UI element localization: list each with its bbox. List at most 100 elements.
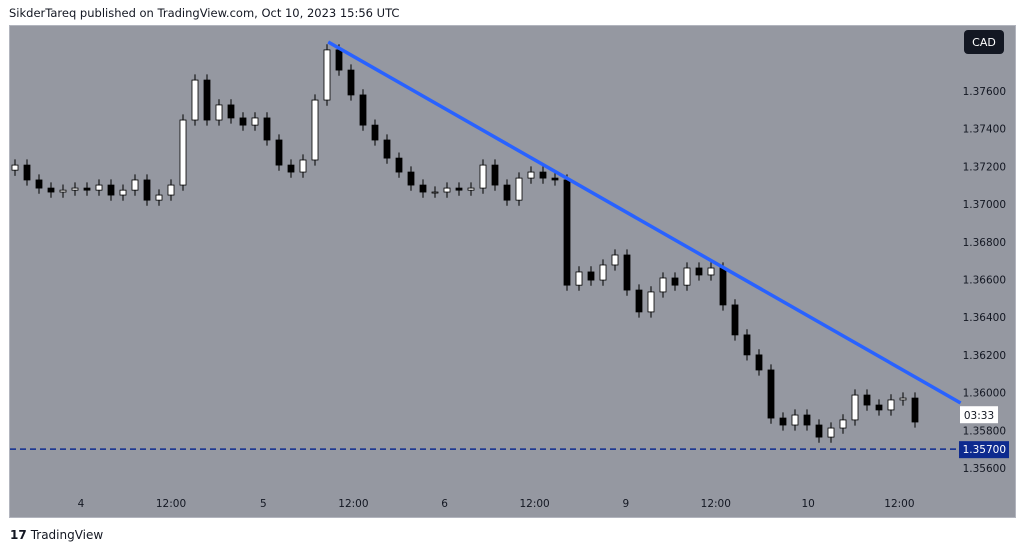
candle-body bbox=[191, 79, 199, 121]
y-tick-label: 1.36600 bbox=[963, 275, 1006, 287]
tradingview-logo-icon: 17 bbox=[10, 528, 27, 542]
x-tick-label: 12:00 bbox=[884, 498, 914, 510]
candle-body bbox=[887, 399, 895, 411]
candle-body bbox=[671, 277, 679, 286]
candle-body bbox=[755, 354, 763, 371]
candle-body bbox=[251, 117, 259, 126]
candle-body bbox=[335, 49, 343, 71]
candle-body bbox=[503, 184, 511, 201]
y-tick-label: 1.37000 bbox=[963, 199, 1006, 211]
candle-body bbox=[71, 187, 79, 191]
candle-body bbox=[695, 267, 703, 276]
y-tick-label: 1.35600 bbox=[963, 463, 1006, 475]
candle-body bbox=[311, 99, 319, 161]
candle-body bbox=[359, 94, 367, 126]
x-tick-label: 9 bbox=[622, 498, 629, 510]
candle-body bbox=[131, 179, 139, 191]
x-tick-label: 12:00 bbox=[519, 498, 549, 510]
candle-body bbox=[827, 427, 835, 438]
candle-body bbox=[347, 69, 355, 96]
candle-body bbox=[431, 191, 439, 194]
x-tick-label: 12:00 bbox=[338, 498, 368, 510]
countdown-box bbox=[960, 406, 998, 424]
y-tick-label: 1.36000 bbox=[963, 388, 1006, 400]
candle-body bbox=[911, 397, 919, 423]
candle-body bbox=[239, 117, 247, 126]
publish-header: SikderTareq published on TradingView.com… bbox=[9, 6, 400, 20]
candle-body bbox=[287, 164, 295, 173]
candle-body bbox=[155, 194, 163, 201]
tradingview-footer: 17 TradingView bbox=[10, 528, 103, 542]
candle-body bbox=[803, 414, 811, 426]
candle-body bbox=[47, 187, 55, 193]
candle-body bbox=[215, 104, 223, 121]
candle-body bbox=[779, 417, 787, 426]
price-label-box bbox=[959, 441, 1009, 459]
candle-body bbox=[83, 187, 91, 191]
countdown-label: 03:33 bbox=[964, 410, 994, 422]
candle-body bbox=[599, 264, 607, 281]
candle-body bbox=[119, 189, 127, 196]
candle-body bbox=[95, 184, 103, 191]
candle-body bbox=[383, 139, 391, 159]
candle-body bbox=[371, 124, 379, 141]
candle-body bbox=[611, 254, 619, 266]
candle-body bbox=[491, 164, 499, 186]
y-tick-label: 1.35800 bbox=[963, 425, 1006, 437]
y-tick-label: 1.36400 bbox=[963, 312, 1006, 324]
x-tick-label: 12:00 bbox=[156, 498, 186, 510]
candle-body bbox=[683, 267, 691, 286]
candle-body bbox=[167, 184, 175, 196]
price-label: 1.35700 bbox=[963, 444, 1006, 456]
candle-body bbox=[179, 119, 187, 186]
candle-body bbox=[875, 404, 883, 411]
candle-body bbox=[443, 187, 451, 193]
candle-body bbox=[659, 277, 667, 293]
trendline bbox=[327, 40, 962, 405]
candle-body bbox=[275, 139, 283, 166]
candle-body bbox=[143, 179, 151, 201]
x-tick-label: 5 bbox=[260, 498, 267, 510]
y-tick-label: 1.36800 bbox=[963, 237, 1006, 249]
candle-body bbox=[467, 187, 475, 191]
candle-body bbox=[719, 267, 727, 306]
x-tick-label: 4 bbox=[78, 498, 85, 510]
candle-body bbox=[11, 164, 19, 171]
candle-body bbox=[575, 271, 583, 286]
candle-body bbox=[23, 164, 31, 181]
candle-body bbox=[323, 49, 331, 101]
candle-body bbox=[767, 369, 775, 419]
candle-body bbox=[551, 177, 559, 181]
candle-body bbox=[851, 394, 859, 421]
brand-name: TradingView bbox=[30, 528, 104, 542]
candle-body bbox=[395, 157, 403, 173]
candle-body bbox=[59, 189, 67, 193]
candle-body bbox=[515, 177, 523, 201]
candle-body bbox=[263, 117, 271, 141]
candle-body bbox=[227, 104, 235, 119]
candle-body bbox=[731, 304, 739, 336]
candle-body bbox=[791, 414, 799, 426]
candle-body bbox=[407, 171, 415, 186]
candle-body bbox=[743, 334, 751, 356]
candle-body bbox=[299, 159, 307, 173]
currency-button[interactable]: CAD bbox=[964, 30, 1004, 54]
candle-body bbox=[707, 267, 715, 276]
candle-body bbox=[563, 179, 571, 286]
candle-body bbox=[863, 394, 871, 406]
candle-body bbox=[587, 271, 595, 281]
candle-body bbox=[647, 291, 655, 313]
candle-body bbox=[527, 171, 535, 179]
x-tick-label: 6 bbox=[441, 498, 448, 510]
chart-area[interactable] bbox=[9, 25, 1016, 518]
candle-body bbox=[815, 424, 823, 438]
candle-body bbox=[107, 184, 115, 196]
candle-body bbox=[635, 289, 643, 313]
candle-body bbox=[203, 79, 211, 121]
candle-body bbox=[623, 254, 631, 291]
y-tick-label: 1.37200 bbox=[963, 161, 1006, 173]
candle-body bbox=[899, 397, 907, 401]
candle-body bbox=[455, 187, 463, 191]
y-tick-label: 1.37400 bbox=[963, 124, 1006, 136]
